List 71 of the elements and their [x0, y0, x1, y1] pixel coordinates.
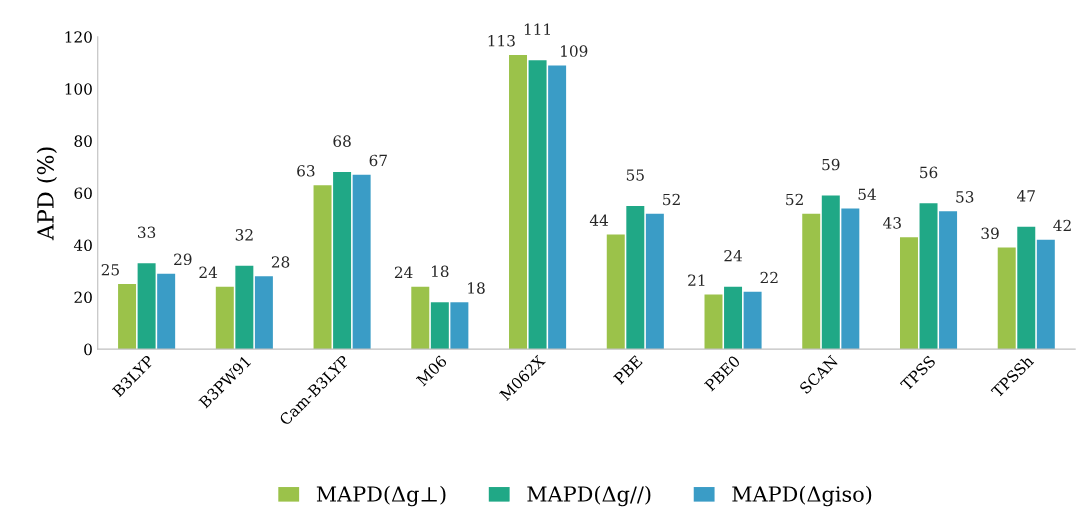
data-label: 25 — [101, 263, 119, 276]
data-label: 111 — [524, 23, 550, 35]
data-label: 29 — [174, 253, 192, 266]
data-label: 67 — [369, 154, 387, 167]
bar — [919, 203, 938, 350]
bar — [821, 195, 840, 350]
bar — [997, 247, 1016, 350]
bar — [509, 54, 528, 350]
data-label: 56 — [920, 166, 938, 179]
y-tick-label: 0 — [84, 343, 92, 356]
legend-label: MAPD(Δg//) — [527, 485, 651, 507]
bar — [333, 172, 352, 350]
bar — [215, 286, 234, 350]
data-label: 33 — [138, 226, 156, 239]
y-axis-title: APD (%) — [36, 147, 57, 241]
y-tick-label: 40 — [73, 239, 92, 252]
bar — [157, 273, 176, 350]
data-label: 55 — [626, 169, 644, 181]
data-label: 42 — [1053, 219, 1071, 232]
bar — [606, 234, 625, 350]
data-label: 52 — [663, 193, 680, 206]
data-label: 59 — [822, 158, 840, 171]
bar — [528, 60, 547, 350]
data-label: 113 — [488, 34, 515, 47]
bar — [352, 174, 371, 350]
legend-label: MAPD(Δg⊥) — [316, 485, 446, 507]
y-tick-label: 100 — [65, 83, 92, 95]
data-label: 21 — [688, 274, 705, 286]
bar — [411, 286, 430, 350]
bar — [724, 286, 743, 350]
bar — [1036, 239, 1055, 350]
data-label: 24 — [724, 249, 742, 262]
data-label: 53 — [956, 191, 974, 203]
data-label: 43 — [883, 217, 901, 229]
bar — [235, 265, 254, 350]
bar — [430, 302, 449, 350]
bar — [450, 302, 469, 350]
data-label: 24 — [199, 266, 218, 278]
bar — [118, 284, 137, 350]
bar — [1017, 226, 1036, 350]
data-label: 63 — [297, 165, 315, 177]
data-label: 24 — [394, 266, 413, 278]
y-tick-label: 60 — [74, 187, 92, 199]
data-label: 47 — [1017, 190, 1035, 202]
data-label: 18 — [468, 282, 485, 294]
data-label: 54 — [858, 188, 876, 201]
data-label: 44 — [589, 214, 609, 226]
bar — [626, 205, 645, 350]
bar — [841, 208, 860, 350]
data-label: 28 — [271, 256, 290, 268]
bar — [548, 65, 567, 350]
bar — [254, 276, 273, 350]
data-label: 18 — [431, 265, 449, 278]
y-tick-label: 80 — [74, 135, 92, 147]
legend-label: MAPD(Δgiso) — [732, 485, 872, 507]
data-label: 22 — [760, 271, 778, 284]
bar — [899, 237, 918, 350]
y-tick-label: 120 — [65, 31, 92, 43]
bar — [704, 294, 723, 350]
data-label: 68 — [333, 135, 351, 147]
bar — [645, 213, 664, 350]
bar — [137, 263, 156, 350]
data-label: 109 — [561, 45, 588, 57]
data-label: 32 — [235, 229, 253, 241]
bar — [743, 291, 762, 350]
data-label: 39 — [981, 227, 999, 240]
bar — [313, 185, 332, 350]
bar — [939, 211, 958, 350]
y-tick-label: 20 — [74, 291, 92, 304]
data-label: 52 — [786, 193, 803, 206]
bar — [802, 213, 821, 350]
